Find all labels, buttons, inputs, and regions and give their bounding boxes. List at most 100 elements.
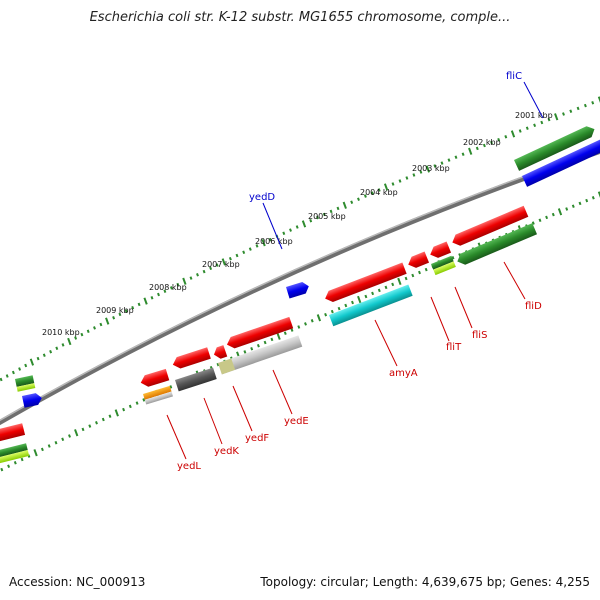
minor-tick — [228, 256, 232, 261]
minor-tick — [42, 353, 46, 357]
feature-amyA-rna[interactable] — [329, 284, 413, 327]
major-tick — [425, 165, 431, 173]
minor-tick — [150, 296, 154, 300]
feature-left-cds[interactable] — [22, 392, 43, 408]
minor-tick — [497, 137, 501, 142]
minor-tick — [482, 143, 486, 148]
minor-tick — [81, 427, 85, 432]
gene-label-yedD[interactable]: yedD — [249, 192, 275, 203]
label-leaders — [166, 81, 544, 460]
minor-tick — [11, 370, 15, 375]
minor-tick — [54, 440, 58, 445]
feature-fliD-gene[interactable] — [455, 223, 538, 267]
minor-tick — [124, 309, 128, 313]
minor-tick — [419, 170, 423, 174]
minor-tick — [336, 206, 340, 211]
minor-tick — [565, 207, 569, 211]
minor-tick — [533, 123, 537, 128]
feature-yedK-gene[interactable] — [175, 367, 217, 392]
major-tick — [105, 317, 110, 325]
minor-tick — [202, 269, 206, 274]
minor-tick — [101, 417, 105, 422]
feature-left-gene[interactable] — [15, 375, 36, 392]
major-tick — [67, 337, 72, 346]
minor-tick — [324, 312, 328, 317]
feature-yedK-cds[interactable] — [171, 347, 211, 370]
minor-tick — [68, 434, 71, 438]
gene-label-yedL[interactable]: yedL — [177, 461, 201, 472]
minor-tick — [384, 285, 388, 290]
minor-tick — [310, 319, 314, 323]
feature-left-green-gene[interactable] — [0, 443, 30, 464]
major-tick — [554, 113, 559, 121]
minor-tick — [330, 309, 334, 314]
major-tick — [557, 208, 563, 216]
minor-tick — [93, 326, 96, 330]
feature-fliC-cds[interactable] — [522, 137, 600, 187]
minor-tick — [363, 194, 367, 198]
minor-tick — [377, 288, 381, 293]
minor-tick — [461, 152, 465, 156]
minor-tick — [329, 209, 333, 214]
minor-tick — [263, 340, 267, 345]
feature-amyA-cds[interactable] — [323, 262, 407, 305]
minor-tick — [282, 231, 286, 236]
major-tick — [221, 258, 226, 266]
feature-fliS-gene[interactable] — [431, 255, 456, 276]
gene-label-yedF[interactable]: yedF — [245, 433, 269, 444]
minor-tick — [209, 266, 213, 271]
gene-label-fliT[interactable]: fliT — [446, 342, 462, 353]
feature-yedE-pseudo[interactable] — [218, 335, 303, 375]
gene-label-yedK[interactable]: yedK — [214, 446, 239, 457]
minor-tick — [290, 328, 294, 332]
minor-tick — [398, 179, 402, 183]
feature-yedF-cds[interactable] — [212, 345, 228, 360]
genome-summary: Topology: circular; Length: 4,639,675 bp… — [260, 575, 590, 589]
minor-tick — [591, 196, 595, 200]
gene-label-fliC[interactable]: fliC — [506, 71, 522, 82]
minor-tick — [289, 228, 292, 232]
feature-fliS-cds[interactable] — [428, 241, 452, 261]
minor-tick — [235, 253, 239, 258]
feature-fliT-cds[interactable] — [406, 251, 430, 271]
minor-tick — [243, 350, 247, 354]
gene-label-fliD[interactable]: fliD — [525, 301, 542, 312]
kbp-label: 2006 kbp — [255, 237, 293, 246]
minor-tick — [371, 291, 375, 296]
minor-tick — [357, 197, 360, 201]
feature-left-red-cds[interactable] — [0, 423, 26, 442]
minor-tick — [268, 237, 272, 242]
minor-tick — [551, 212, 555, 217]
minor-tick — [412, 173, 416, 177]
major-tick — [261, 239, 266, 247]
minor-tick — [13, 461, 17, 465]
minor-tick — [562, 112, 565, 116]
feature-yedL-cds[interactable] — [139, 368, 170, 389]
minor-tick — [122, 407, 126, 412]
major-tick — [597, 191, 600, 199]
feature-fliD-cds[interactable] — [450, 205, 529, 248]
gene-label-yedE[interactable]: yedE — [284, 416, 309, 427]
minor-tick — [108, 414, 112, 418]
feature-yedD-cds[interactable] — [286, 281, 311, 299]
minor-tick — [215, 263, 219, 267]
chromosome-backbone — [0, 148, 600, 426]
minor-tick — [80, 332, 84, 337]
gene-label-amyA[interactable]: amyA — [389, 368, 418, 379]
feature-yedE-cds[interactable] — [225, 316, 294, 350]
minor-tick — [18, 367, 22, 371]
gene-label-fliS[interactable]: fliS — [472, 330, 487, 341]
minor-tick — [440, 161, 444, 165]
feature-yedL-gene[interactable] — [143, 385, 173, 405]
minor-tick — [163, 289, 167, 293]
minor-tick — [504, 135, 508, 139]
minor-tick — [131, 305, 135, 310]
minor-tick — [0, 467, 4, 472]
minor-tick — [475, 146, 479, 151]
major-tick — [29, 358, 35, 366]
major-tick — [510, 130, 516, 138]
feature-fliC-gene[interactable] — [514, 124, 597, 171]
minor-tick — [578, 201, 582, 206]
major-tick — [182, 277, 187, 285]
major-tick — [276, 332, 281, 340]
